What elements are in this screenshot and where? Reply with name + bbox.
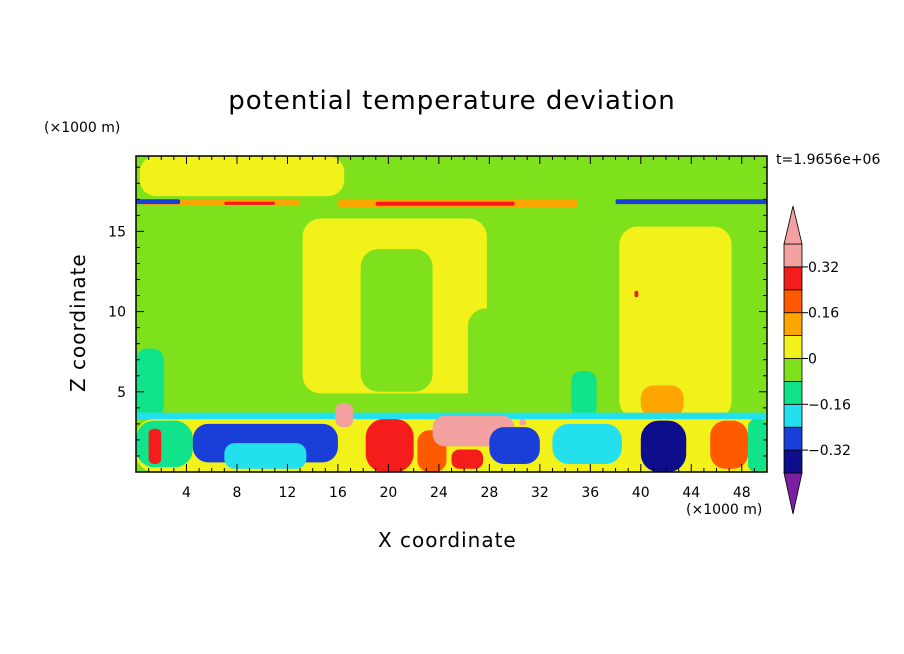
contour-region — [136, 420, 193, 468]
y-tick-label: 15 — [108, 224, 126, 240]
contour-region — [451, 449, 484, 469]
contour-region — [360, 249, 433, 392]
x-tick-label: 8 — [232, 485, 241, 501]
colorbar: 0.32 0.16 0 −0.16 −0.32 — [783, 205, 851, 515]
chart-title: potential temperature deviation — [228, 86, 676, 116]
y-axis: 5 10 15 — [108, 166, 767, 457]
colorbar-label: 0.32 — [808, 260, 839, 276]
colorbar-band — [783, 243, 803, 268]
colorbar-band — [783, 289, 803, 314]
colorbar-band — [783, 380, 803, 405]
colorbar-label: −0.32 — [808, 443, 851, 459]
x-axis-label: X coordinate — [378, 528, 517, 552]
contour-region — [640, 420, 687, 472]
colorbar-arrow-bottom — [783, 472, 803, 515]
time-label: t=1.9656e+06 — [776, 152, 881, 168]
x-tick-label: 32 — [531, 485, 549, 501]
colorbar-label: 0.16 — [808, 306, 839, 322]
contour-region — [571, 370, 597, 418]
x-tick-label: 40 — [632, 485, 650, 501]
colorbar-band — [783, 312, 803, 337]
x-axis-unit: (×1000 m) — [686, 502, 763, 518]
x-tick-label: 36 — [581, 485, 599, 501]
contour-region — [467, 308, 581, 408]
contour-region — [640, 385, 684, 418]
colorbar-band — [783, 266, 803, 291]
x-tick-label: 12 — [279, 485, 297, 501]
colorbar-band — [783, 426, 803, 451]
contour-region — [365, 419, 414, 472]
y-tick-label: 10 — [108, 305, 126, 321]
colorbar-band — [783, 358, 803, 382]
contour-region — [375, 201, 515, 206]
colorbar-label: 0 — [808, 352, 817, 368]
contour-region — [224, 201, 275, 205]
contour-region — [552, 423, 622, 464]
colorbar-label: −0.16 — [808, 397, 851, 413]
contour-region — [148, 428, 162, 464]
contour-region — [710, 420, 749, 469]
x-tick-label: 24 — [430, 485, 448, 501]
x-tick-label: 16 — [329, 485, 347, 501]
colorbar-band — [783, 335, 803, 359]
contour-region — [136, 412, 767, 420]
contour-region — [136, 199, 181, 205]
y-axis-unit: (×1000 m) — [44, 120, 121, 136]
colorbar-arrow-top — [783, 205, 803, 245]
contour-region — [615, 199, 767, 205]
x-tick-label: 44 — [682, 485, 700, 501]
colorbar-band — [783, 403, 803, 428]
contour-region — [224, 443, 307, 469]
y-tick-label: 5 — [117, 385, 126, 401]
colorbar-band — [783, 449, 803, 474]
contour-region — [619, 226, 732, 420]
x-tick-label: 20 — [379, 485, 397, 501]
contour-region — [139, 156, 345, 197]
x-tick-label: 28 — [480, 485, 498, 501]
contour-region — [634, 290, 639, 298]
contour-region — [335, 403, 354, 428]
contour-region — [748, 419, 767, 472]
contour-region — [136, 348, 164, 418]
x-tick-label: 48 — [733, 485, 751, 501]
contour-region — [519, 419, 526, 426]
x-tick-label: 4 — [182, 485, 191, 501]
x-axis: 4 8 12 16 20 24 28 32 36 40 44 48 — [148, 156, 755, 501]
contour-region — [489, 427, 540, 464]
contour-fill — [136, 156, 767, 472]
